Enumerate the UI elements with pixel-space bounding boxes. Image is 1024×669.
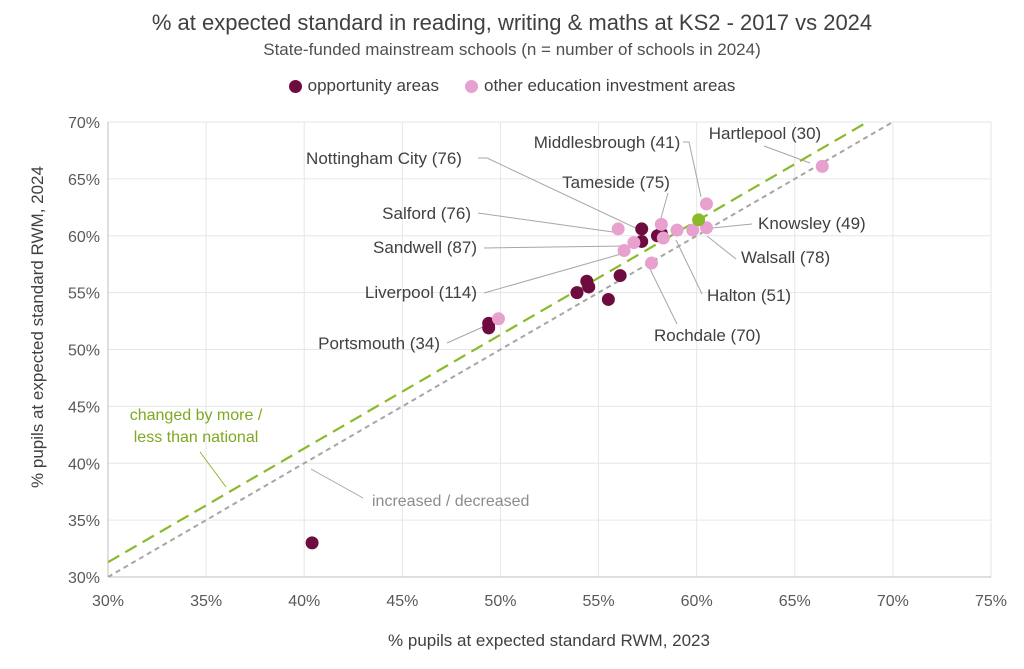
leader-liverpool-114 <box>483 253 622 294</box>
data-points <box>305 159 829 550</box>
legend-item-opportunity-areas: opportunity areas <box>288 76 439 96</box>
x-axis-label: % pupils at expected standard RWM, 2023 <box>388 631 710 650</box>
chart-title: % at expected standard in reading, writi… <box>151 10 873 35</box>
leader-tameside-75 <box>660 192 669 219</box>
x-tick-label: 30% <box>92 593 124 610</box>
reference-lines: increased / decreased changed by more / le… <box>108 122 895 577</box>
annotation-salford-76: Salford (76) <box>382 204 471 223</box>
x-tick-label: 65% <box>779 593 811 610</box>
annotation-knowsley-49: Knowsley (49) <box>758 214 866 233</box>
y-axis-label: % pupils at expected standard RWM, 2024 <box>28 166 47 488</box>
leader-hartlepool-30 <box>763 145 811 164</box>
point-other-education-investment-areas <box>656 231 670 245</box>
annotation-tameside-75: Tameside (75) <box>562 173 670 192</box>
legend-label-other-education-investment-areas: other education investment areas <box>484 76 736 95</box>
point-other-education-investment-areas <box>491 312 505 326</box>
x-tick-label: 50% <box>484 593 516 610</box>
reference-line-increased-decreased <box>108 122 895 577</box>
point-opportunity-areas <box>305 536 319 550</box>
point-opportunity-areas <box>635 222 649 236</box>
x-tick-label: 70% <box>877 593 909 610</box>
leader-nottingham-city-76 <box>478 157 645 233</box>
annotation-hartlepool-30: Hartlepool (30) <box>709 124 821 143</box>
annotation-labels: Hartlepool (30) Middlesbrough (41) Notting… <box>306 124 866 353</box>
annotation-nottingham-city-76: Nottingham City (76) <box>306 149 462 168</box>
y-tick-label: 45% <box>68 399 100 416</box>
point-other-education-investment-areas <box>617 244 631 258</box>
annotation-portsmouth-34: Portsmouth (34) <box>318 334 440 353</box>
leader-middlesbrough-41 <box>683 141 702 198</box>
legend: opportunity areas other education invest… <box>0 76 1024 96</box>
y-tick-label: 70% <box>68 115 100 132</box>
y-tick-label: 30% <box>68 570 100 587</box>
y-tick-label: 65% <box>68 172 100 189</box>
reference-label-leader <box>199 451 227 488</box>
y-tick-label: 55% <box>68 286 100 303</box>
reference-line-changed-by-more-less-than-national <box>108 122 870 564</box>
point-other-education-investment-areas <box>627 236 641 250</box>
x-tick-label: 75% <box>975 593 1007 610</box>
x-tick-label: 60% <box>681 593 713 610</box>
leader-rochdale-70 <box>649 268 678 325</box>
point-opportunity-areas <box>582 280 596 294</box>
point-other-education-investment-areas <box>699 221 713 235</box>
x-tick-label: 35% <box>190 593 222 610</box>
leader-knowsley-49 <box>711 223 753 229</box>
point-other-education-investment-areas <box>670 223 684 237</box>
x-tick-label: 40% <box>288 593 320 610</box>
legend-marker-other-education-investment-areas <box>465 79 478 93</box>
point-other-education-investment-areas <box>645 256 659 270</box>
annotation-walsall-78: Walsall (78) <box>741 248 830 267</box>
reference-label-leader <box>310 468 364 499</box>
y-tick-label: 35% <box>68 513 100 530</box>
y-tick-label: 50% <box>68 343 100 360</box>
leader-salford-76 <box>477 212 614 233</box>
point-other-education-investment-areas <box>611 222 625 236</box>
axes <box>107 122 991 578</box>
legend-marker-opportunity-areas <box>288 79 302 93</box>
y-tick-label: 40% <box>68 456 100 473</box>
gridlines <box>108 121 992 577</box>
annotation-leaders <box>446 141 811 344</box>
y-tick-label: 60% <box>68 229 100 246</box>
point-opportunity-areas <box>570 286 584 300</box>
legend-label-opportunity-areas: opportunity areas <box>307 76 439 95</box>
x-tick-label: 55% <box>583 593 615 610</box>
annotation-halton-51: Halton (51) <box>707 286 791 305</box>
point-highlight <box>692 213 706 227</box>
leader-walsall-78 <box>706 235 737 260</box>
point-other-education-investment-areas <box>654 217 668 231</box>
leader-halton-51 <box>675 239 703 295</box>
reference-label-changed-line: changed by more / <box>130 407 263 424</box>
point-opportunity-areas <box>613 269 627 283</box>
leader-sandwell-87 <box>483 245 626 249</box>
reference-label-increased-decreased: increased / decreased <box>372 493 529 510</box>
reference-label-changed-line: less than national <box>134 429 259 446</box>
x-tick-label: 45% <box>386 593 418 610</box>
annotation-rochdale-70: Rochdale (70) <box>654 326 761 345</box>
point-other-education-investment-areas <box>686 223 700 237</box>
point-opportunity-areas <box>482 321 496 335</box>
annotation-liverpool-114: Liverpool (114) <box>365 283 477 302</box>
chart-subtitle: State-funded mainstream schools (n = num… <box>263 40 761 59</box>
point-other-education-investment-areas <box>699 197 713 211</box>
tick-labels: 30% 35% 40% 45% 50% 55% 60% 65% 70% 75% 30% 35% 40% 4… <box>68 115 1007 610</box>
annotation-middlesbrough-41: Middlesbrough (41) <box>534 133 680 152</box>
legend-item-other-education-investment-areas: other education investment areas <box>465 76 735 96</box>
point-other-education-investment-areas <box>815 159 829 173</box>
annotation-sandwell-87: Sandwell (87) <box>373 238 477 257</box>
point-opportunity-areas <box>601 292 615 306</box>
